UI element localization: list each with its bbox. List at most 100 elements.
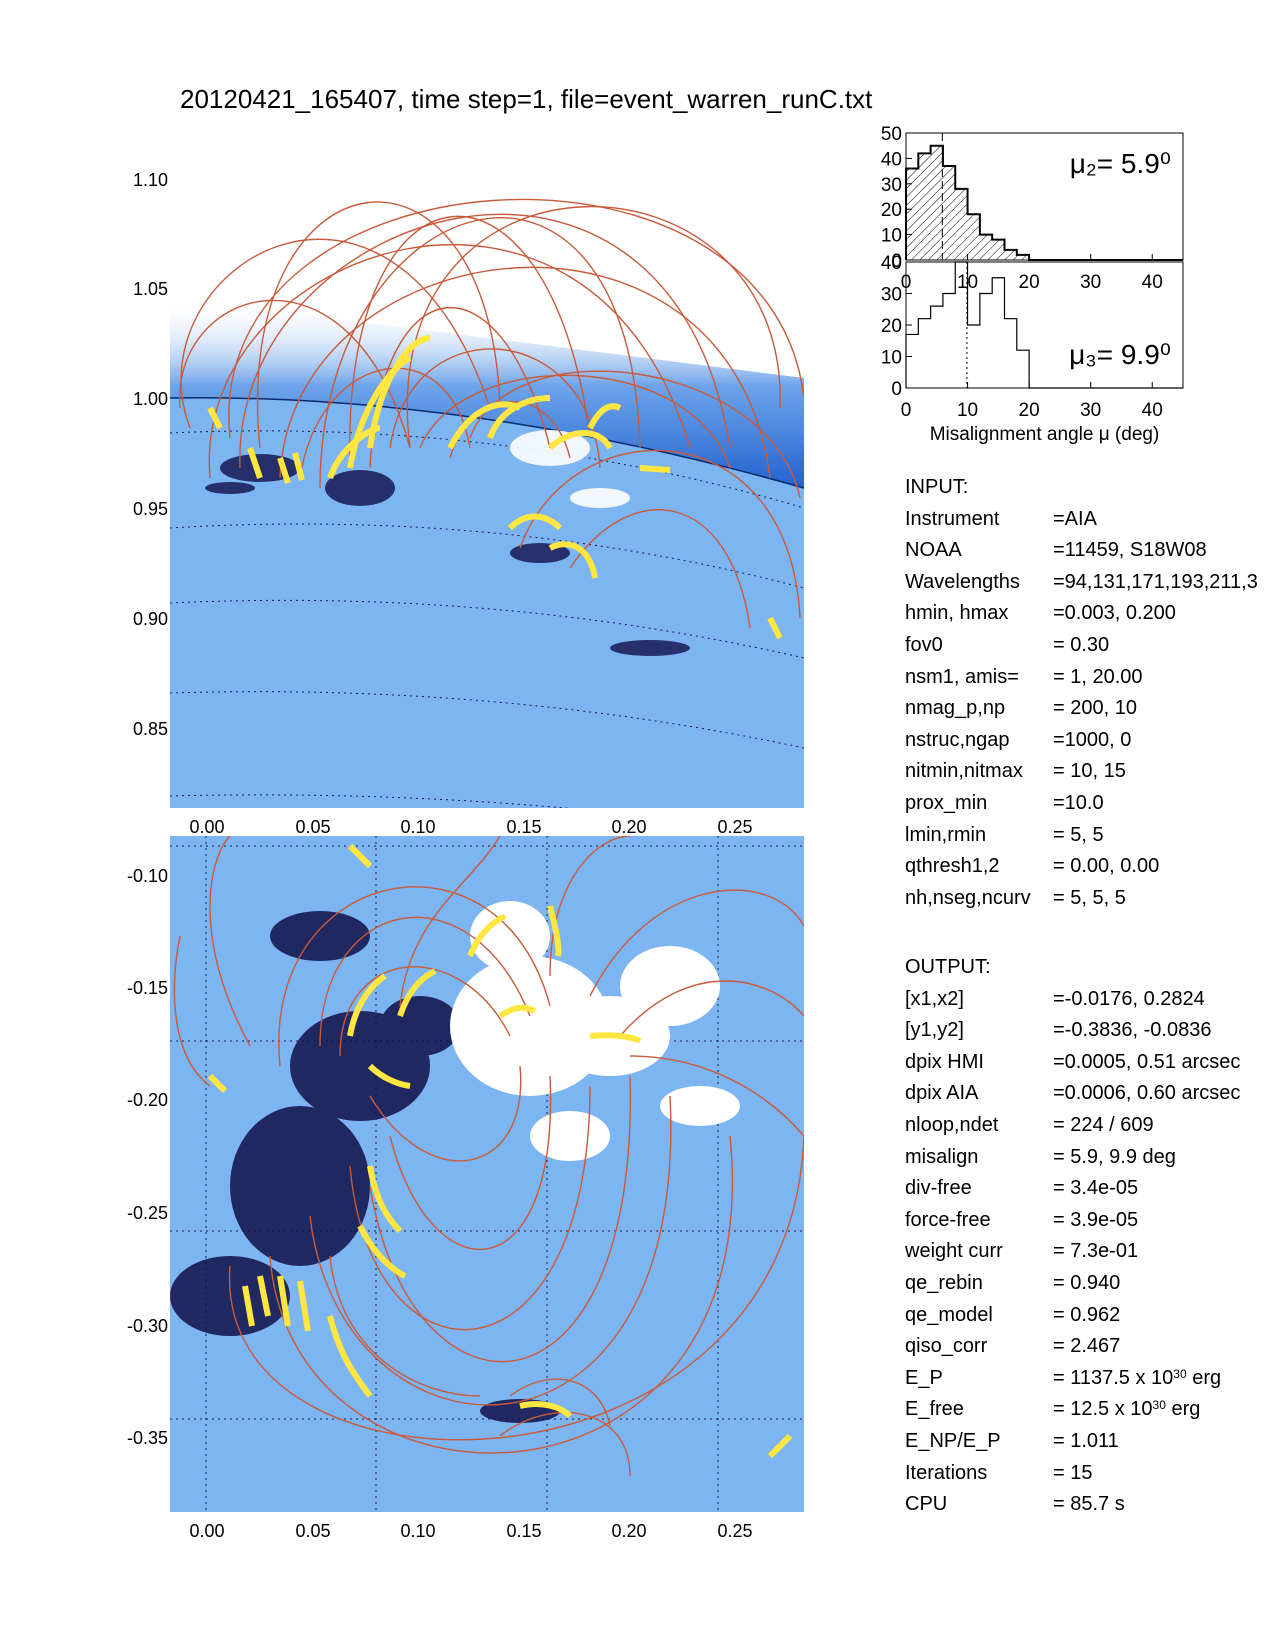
input-value: =10.0 [1053,788,1104,820]
input-key: nmag_p,np [905,697,1006,720]
input-key: hmin, hmax [905,602,1009,625]
mean-annotation: μ₂= 5.9⁰ [1070,148,1171,179]
top-view-panel [170,836,804,1512]
y-tick-label: -0.10 [126,866,168,886]
output-key: [x1,x2] [905,987,964,1010]
x-tick-label: 0.00 [189,817,225,837]
histogram-y-tick-label: 0 [891,251,902,272]
histogram-y-tick-label: 0 [891,379,902,400]
histogram-x-tick-label: 30 [1080,400,1101,421]
input-key: nsm1, amis= [905,665,1019,688]
input-row: nmag_p,np = 200, 10 [905,693,1137,725]
input-value: =11459, S18W08 [1053,535,1207,567]
input-row: nstruc,ngap =1000, 0 [905,725,1131,757]
output-row: div-free = 3.4e-05 [905,1173,1138,1205]
y-tick-label: 0.90 [132,609,168,629]
output-row: weight curr = 7.3e-01 [905,1236,1138,1268]
histogram-y-tick-label: 40 [881,253,902,274]
output-parameters: OUTPUT: [x1,x2] =-0.0176, 0.2824 [y1,y2] =-… [905,952,1240,1521]
input-value: = 5, 5, 5 [1053,883,1126,915]
input-value-text: =1000, 0 [1053,728,1132,751]
input-value-text: =11459, S18W08 [1053,539,1207,562]
input-row: nsm1, amis= = 1, 20.00 [905,662,1143,694]
input-row: prox_min =10.0 [905,788,1104,820]
histogram-bar [968,325,980,388]
detected-loop-strands [207,335,783,640]
input-value-text: = 1, 20.00 [1053,665,1143,688]
input-key: lmin,rmin [905,823,987,846]
input-value-text: = 0.30 [1053,633,1110,656]
solar-disk [170,397,804,808]
input-row: lmin,rmin = 5, 5 [905,820,1104,852]
y-tick-label: 0.95 [132,499,168,519]
y-tick-label: -0.25 [126,1203,168,1223]
histogram-y-tick-label: 30 [881,285,902,306]
output-key: weight curr [905,1240,1003,1263]
output-value-text: = 0.940 [1053,1271,1121,1294]
output-row: [y1,y2] =-0.3836, -0.0836 [905,1015,1211,1047]
output-value: = 0.940 [1053,1268,1120,1300]
output-value: = 3.4e-05 [1053,1173,1138,1205]
input-value-text: =0.003, 0.200 [1053,602,1176,625]
output-value-text: = 2.467 [1053,1335,1121,1358]
x-tick-label: 0.05 [295,1521,331,1541]
input-value-text: = 5, 5 [1053,823,1104,846]
output-value: = 85.7 s [1053,1489,1125,1521]
input-row: hmin, hmax =0.003, 0.200 [905,598,1176,630]
latitude-lines [170,430,804,808]
output-header: OUTPUT: [905,956,991,978]
y-tick-label: -0.20 [126,1090,168,1110]
input-value-text: =94,131,171,193,211,3 [1053,570,1258,593]
output-exponent: 30 [1173,1366,1187,1381]
output-value: = 12.5 x 1030 erg [1053,1394,1200,1426]
output-value: = 2.467 [1053,1331,1120,1363]
input-value: = 5, 5 [1053,820,1104,852]
input-value-text: = 0.00, 0.00 [1053,855,1160,878]
histogram-bar [967,214,980,260]
plot-title: 20120421_165407, time step=1, file=event… [180,84,873,114]
output-key: qe_model [905,1303,993,1326]
output-value: = 15 [1053,1458,1092,1490]
y-tick-label: 0.85 [132,719,168,739]
output-value-text: = 0.962 [1053,1303,1121,1326]
input-value-text: =10.0 [1053,791,1104,814]
input-key: Wavelengths [905,570,1020,593]
output-key: qiso_corr [905,1335,988,1358]
input-key: Instrument [905,507,1000,530]
histogram-x-tick-label: 20 [1019,272,1040,293]
output-value: = 3.9e-05 [1053,1205,1138,1237]
output-key: div-free [905,1177,972,1200]
field-lines [179,198,804,629]
output-row: E_free = 12.5 x 1030 erg [905,1394,1200,1426]
output-value-text: = 5.9, 9.9 deg [1053,1145,1176,1168]
output-value-text: = 1137.5 x 10 [1053,1366,1174,1389]
histogram-bar [955,188,968,260]
histogram-bar [1016,254,1030,260]
output-row: Iterations = 15 [905,1458,1092,1490]
output-key: E_NP/E_P [905,1429,1001,1452]
input-row: Instrument =AIA [905,504,1097,536]
input-value: = 1, 20.00 [1053,662,1143,694]
output-row: misalign = 5.9, 9.9 deg [905,1142,1176,1174]
input-value-text: = 5, 5, 5 [1053,886,1126,909]
histogram-y-tick-label: 20 [881,316,902,337]
input-row: nitmin,nitmax = 10, 15 [905,756,1126,788]
input-value: = 0.00, 0.00 [1053,851,1159,883]
output-value: = 0.962 [1053,1300,1120,1332]
output-unit: erg [1186,1366,1222,1389]
histogram-bar [992,278,1004,388]
output-row: [x1,x2] =-0.0176, 0.2824 [905,984,1205,1016]
output-key: qe_rebin [905,1271,983,1294]
histogram-bar [1017,350,1029,388]
input-row: fov0 = 0.30 [905,630,1109,662]
output-value-text: =0.0006, 0.60 arcsec [1053,1082,1241,1105]
output-key: E_P [905,1366,943,1389]
output-value: = 1.011 [1053,1426,1119,1458]
histogram-x-tick-label: 40 [1142,272,1163,293]
corona-glow [170,298,804,493]
output-row: CPU = 85.7 s [905,1489,1125,1521]
input-key: fov0 [905,633,943,656]
x-tick-label: 0.10 [400,1521,436,1541]
grid-lines [170,836,804,1512]
